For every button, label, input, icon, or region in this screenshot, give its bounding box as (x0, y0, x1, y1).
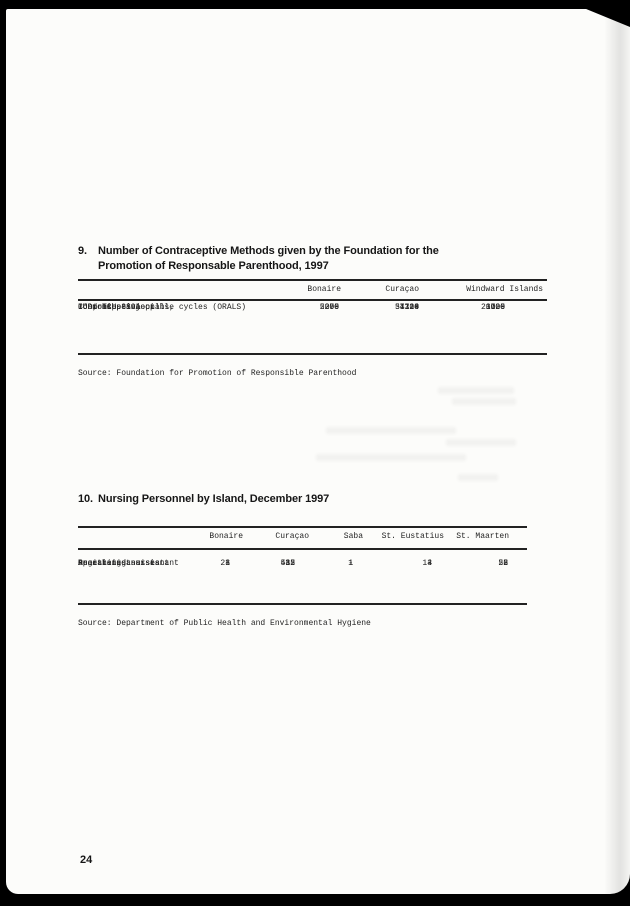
cell-value: 23 (498, 559, 508, 568)
cell-value: 1 (348, 559, 353, 568)
bleed-through-artifact (458, 474, 498, 481)
table-row: IUD, TCU 380A 50 1320 125 (78, 303, 547, 313)
cell-value: 585 (280, 559, 295, 568)
cell-value: 34718 (394, 303, 419, 312)
cell-value: 8 (225, 559, 230, 568)
row-label: Practising nurses (78, 559, 160, 568)
table10-rule-top (78, 526, 527, 528)
page-number: 24 (80, 854, 93, 866)
row-label: 3'-months injectable (78, 303, 175, 312)
cell-value: 6 (503, 559, 508, 568)
table9-rule-header (78, 299, 547, 301)
cell-value: - (427, 559, 432, 568)
cell-value: 55 (498, 559, 508, 568)
table9-rule-bottom (78, 353, 547, 355)
table9-number-label: 9. (78, 245, 87, 257)
cell-value: 5200 (319, 303, 339, 312)
cell-value: - (334, 303, 339, 312)
table-row: Operating assistant - 35 - - 6 (78, 559, 527, 569)
cell-value: 35 (285, 559, 295, 568)
table10-title-text: Nursing Personnel by Island, December 19… (98, 493, 330, 505)
bleed-through-artifact (316, 454, 466, 461)
cell-value: 1320 (399, 303, 419, 312)
cell-value: 21 (220, 559, 230, 568)
bleed-through-artifact (452, 398, 516, 405)
table10-header-row: Bonaire Curaçao Saba St. Eustatius St. M… (78, 532, 527, 542)
cell-value: 6000 (485, 303, 505, 312)
table-row: Contraceptive pills, cycles (ORALS) 5200… (78, 303, 547, 313)
table9-title-line1: 9. Number of Contraceptive Methods given … (78, 245, 439, 257)
row-label: Condoms (78, 303, 112, 312)
row-label: IUD, TCU 380A (78, 303, 141, 312)
column-header: Windward Islands (466, 285, 543, 294)
cell-value: 14 (422, 559, 432, 568)
cell-value: 1000 (485, 303, 505, 312)
table10-number-label: 10. (78, 493, 93, 505)
cell-value: 3 (427, 559, 432, 568)
cell-value: - (348, 559, 353, 568)
table9-source-note: Source: Foundation for Promotion of Resp… (78, 369, 357, 378)
table10: Bonaire Curaçao Saba St. Eustatius St. M… (78, 526, 527, 606)
column-header: Bonaire (209, 532, 243, 541)
cell-value: 2 (503, 559, 508, 568)
bleed-through-artifact (438, 387, 514, 394)
cell-value: - (225, 559, 230, 568)
column-header: Curaçao (385, 285, 419, 294)
table9-title-line2: Promotion of Responsable Parenthood, 199… (98, 260, 329, 272)
cell-value: - (427, 559, 432, 568)
table10-rule-header (78, 548, 527, 550)
column-header: St. Maarten (456, 532, 509, 541)
paper-sheet: 9. Number of Contraceptive Methods given … (6, 9, 630, 894)
column-header: Saba (343, 532, 363, 541)
row-label: Anaethetist assistant (78, 559, 179, 568)
cell-value: 57100 (394, 303, 419, 312)
table10-title: 10. Nursing Personnel by Island, December… (78, 493, 329, 505)
cell-value: - (225, 559, 230, 568)
cell-value: 2000 (319, 303, 339, 312)
column-header: Curaçao (275, 532, 309, 541)
table-row: Practising nurses 8 432 1 3 23 (78, 559, 527, 569)
table-row: IUD, Lippes Loop - - - (78, 303, 547, 313)
row-label: Registered nurses (78, 559, 160, 568)
cell-value: - (500, 303, 505, 312)
cell-value: 23700 (480, 303, 505, 312)
table-row: 3'-months injectable 275 4124 1000 (78, 303, 547, 313)
cell-value: 50 (329, 303, 339, 312)
table-row: Registered nurses 21 585 1 14 55 (78, 559, 527, 569)
row-label: Contraceptive pills, cycles (ORALS) (78, 303, 247, 312)
table9-header-row: Bonaire Curaçao Windward Islands (78, 285, 547, 295)
cell-value: 432 (280, 559, 295, 568)
table10-source-note: Source: Department of Public Health and … (78, 619, 371, 628)
cell-value: 275 (324, 303, 339, 312)
column-header: St. Eustatius (381, 532, 444, 541)
cell-value: - (348, 559, 353, 568)
table10-rule-bottom (78, 603, 527, 605)
table-row: Anaethetist assistant - 12 - - 2 (78, 559, 527, 569)
table9-rule-top (78, 279, 547, 281)
bleed-through-artifact (326, 427, 456, 434)
cell-value: 12 (285, 559, 295, 568)
row-label: Operating assistant (78, 559, 170, 568)
table9: Bonaire Curaçao Windward Islands Contrac… (78, 279, 547, 357)
bleed-through-artifact (446, 439, 516, 446)
cell-value: 4124 (399, 303, 419, 312)
scan-edge-shadow (604, 9, 630, 894)
cell-value: 1 (348, 559, 353, 568)
table9-title-text: Number of Contraceptive Methods given by… (98, 245, 439, 257)
cell-value: - (414, 303, 419, 312)
column-header: Bonaire (307, 285, 341, 294)
row-label: IUD, Lippes Loop (78, 303, 155, 312)
table-row: Condoms 2000 57100 6000 (78, 303, 547, 313)
cell-value: 125 (490, 303, 505, 312)
